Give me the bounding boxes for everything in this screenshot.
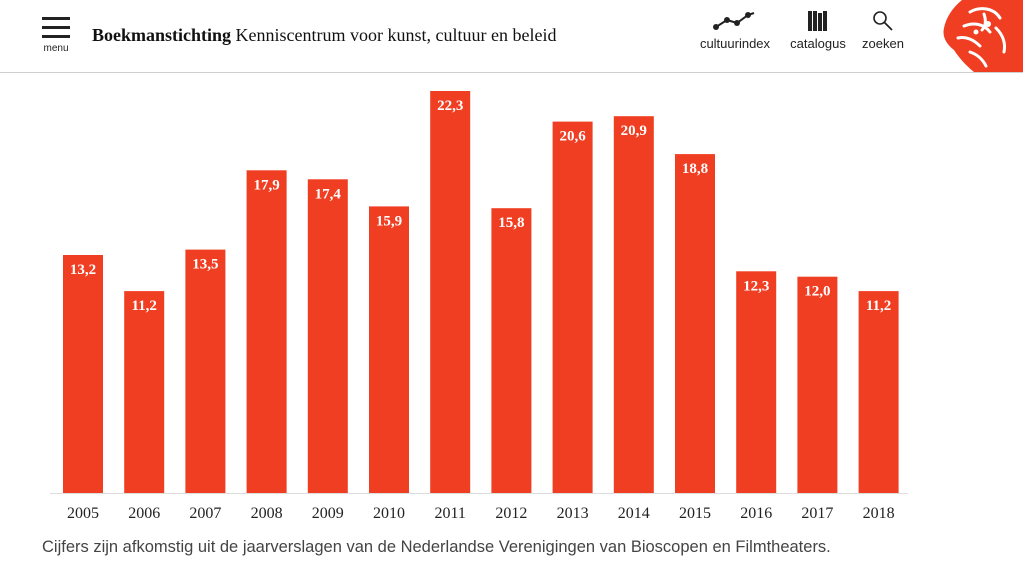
search-icon [873, 11, 893, 31]
nav-catalogus[interactable]: catalogus [786, 8, 850, 62]
hamburger-icon-line [42, 35, 70, 38]
boekman-portrait-logo-icon[interactable] [940, 0, 1023, 72]
x-tick-label: 2009 [312, 505, 344, 522]
data-label: 13,5 [192, 257, 218, 273]
bar-2006 [124, 291, 165, 493]
x-tick-label: 2012 [495, 505, 527, 522]
site-tagline: Kenniscentrum voor kunst, cultuur en bel… [235, 25, 557, 45]
x-tick-label: 2016 [740, 505, 772, 522]
bar-2018 [858, 291, 899, 493]
site-title[interactable]: Boekmanstichting Kenniscentrum voor kuns… [92, 25, 556, 46]
x-tick-label: 2018 [863, 505, 895, 522]
nav-cultuurindex[interactable]: cultuurindex [694, 8, 776, 62]
hamburger-icon-line [42, 26, 70, 29]
data-label: 17,4 [315, 186, 342, 202]
nav-label: cultuurindex [699, 36, 771, 51]
data-label: 12,0 [804, 284, 830, 300]
menu-label: menu [43, 43, 69, 54]
nav-label: zoeken [862, 36, 904, 51]
bar-2005 [63, 255, 103, 493]
bar-2015 [675, 154, 715, 493]
data-label: 12,3 [743, 278, 769, 294]
x-tick-label: 2005 [67, 505, 99, 522]
data-label: 11,2 [866, 298, 891, 314]
x-tick-label: 2006 [128, 505, 160, 522]
menu-button[interactable]: menu [38, 14, 74, 58]
bar-2010 [369, 206, 409, 493]
bar-2008 [246, 170, 287, 494]
data-label: 22,3 [437, 98, 463, 114]
bar-2013 [552, 121, 593, 493]
bar-2016 [736, 271, 777, 493]
nav-zoeken[interactable]: zoeken [858, 8, 908, 62]
brand-name: Boekmanstichting [92, 25, 232, 45]
data-label: 15,8 [498, 215, 524, 231]
data-label: 13,2 [70, 262, 96, 278]
line-graph-icon [713, 12, 755, 30]
data-label: 11,2 [131, 298, 156, 314]
bar-2014 [613, 116, 654, 493]
data-label: 17,9 [253, 177, 279, 193]
x-tick-label: 2010 [373, 505, 405, 522]
x-tick-label: 2008 [251, 505, 283, 522]
books-icon [808, 11, 827, 31]
hamburger-icon [42, 17, 70, 20]
chart-caption: Cijfers zijn afkomstig uit de jaarversla… [42, 538, 831, 556]
bar-2007 [185, 249, 226, 493]
x-tick-label: 2014 [618, 505, 650, 522]
x-tick-label: 2013 [557, 505, 589, 522]
data-label: 18,8 [682, 161, 708, 177]
x-tick-label: 2017 [801, 505, 833, 522]
data-label: 20,6 [559, 129, 586, 145]
x-tick-label: 2011 [434, 505, 465, 522]
nav-label: catalogus [790, 36, 846, 51]
bar-chart: 13,2 2005 11,2 2006 13,5 2007 17,9 2008 17,4 2009… [50, 91, 908, 522]
data-label: 15,9 [376, 213, 402, 229]
bar-2017 [797, 276, 838, 493]
bar-2009 [307, 179, 348, 494]
x-tick-label: 2015 [679, 505, 711, 522]
bar-2012 [491, 208, 532, 493]
data-label: 20,9 [621, 123, 647, 139]
site-header: menu Boekmanstichting Kenniscentrum voor… [0, 0, 1023, 73]
bar-2011 [430, 91, 471, 493]
x-tick-label: 2007 [189, 505, 221, 522]
